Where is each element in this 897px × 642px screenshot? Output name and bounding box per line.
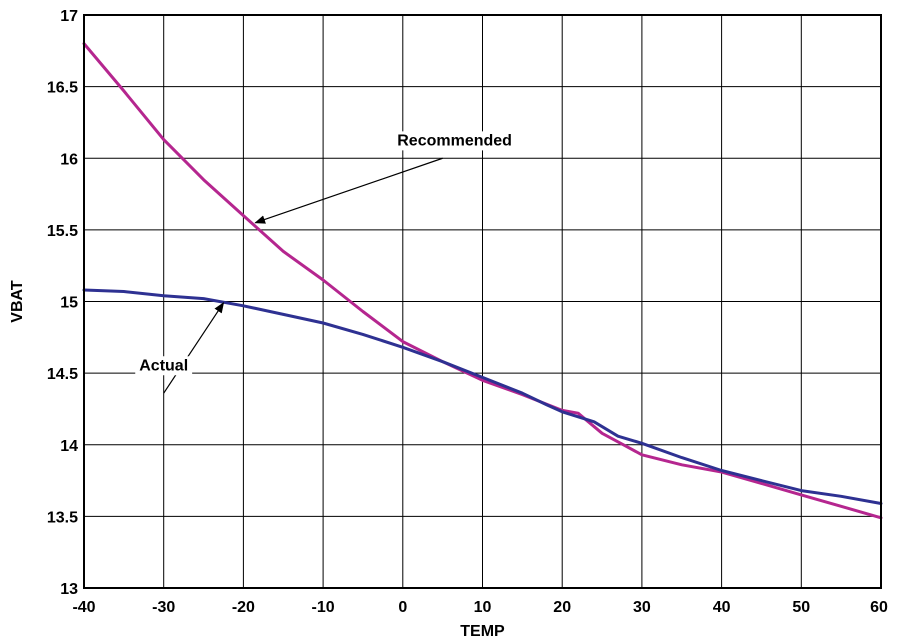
y-tick-label: 15.5 xyxy=(47,223,78,240)
y-tick-label: 16.5 xyxy=(47,80,78,97)
annotation-bg-actual xyxy=(135,356,193,376)
annotation-label-actual: Actual xyxy=(139,357,188,374)
gridlines xyxy=(83,14,882,589)
annotation-label-recommended: Recommended xyxy=(397,132,512,149)
y-tick-label: 17 xyxy=(60,8,78,25)
x-tick-label: 30 xyxy=(633,599,651,616)
plot-frame xyxy=(83,14,882,589)
x-tick-label: -40 xyxy=(72,599,95,616)
y-tick-label: 16 xyxy=(60,151,78,168)
y-tick-label: 14.5 xyxy=(47,366,78,383)
x-tick-label: 40 xyxy=(713,599,731,616)
y-axis-title: VBAT xyxy=(9,280,26,323)
tick-labels: -40 -30 -20 -10 0 10 20 30 40 50 60 13 13.5 14 14.5 15 1… xyxy=(47,8,888,616)
x-tick-label: -10 xyxy=(312,599,335,616)
series-line-actual xyxy=(82,288,883,505)
annotation-arrow-recommended xyxy=(254,157,443,224)
annotations: Recommended Actual xyxy=(135,131,516,394)
series-layer xyxy=(82,42,883,520)
x-tick-label: 50 xyxy=(792,599,810,616)
x-tick-label: 10 xyxy=(474,599,492,616)
y-tick-label: 15 xyxy=(60,295,78,312)
x-axis-title: TEMP xyxy=(460,623,505,640)
x-tick-label: 0 xyxy=(398,599,407,616)
x-tick-label: 20 xyxy=(553,599,571,616)
x-tick-label: 60 xyxy=(870,599,888,616)
x-tick-label: -30 xyxy=(152,599,175,616)
y-tick-label: 14 xyxy=(60,438,78,455)
y-tick-label: 13 xyxy=(60,581,78,598)
y-tick-label: 13.5 xyxy=(47,509,78,526)
annotation-bg-recommended xyxy=(393,131,516,151)
annotation-arrow-actual xyxy=(163,302,225,394)
x-tick-label: -20 xyxy=(232,599,255,616)
